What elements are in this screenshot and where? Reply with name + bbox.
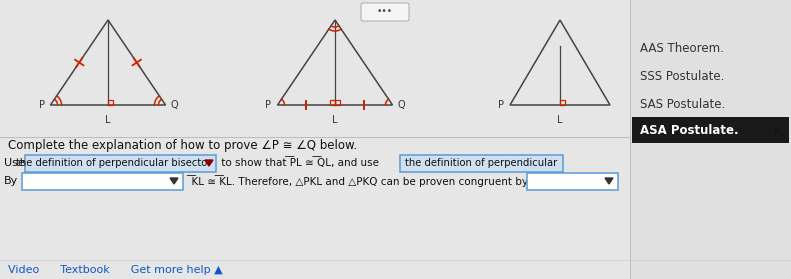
Text: the definition of perpendicular: the definition of perpendicular — [405, 158, 557, 168]
Text: L: L — [332, 115, 338, 125]
FancyBboxPatch shape — [25, 155, 215, 172]
Text: •••: ••• — [377, 8, 393, 16]
Text: the definition of perpendicular bisector: the definition of perpendicular bisector — [17, 158, 212, 168]
Text: P: P — [498, 100, 504, 110]
Text: K.: K. — [774, 127, 785, 137]
Polygon shape — [205, 160, 213, 166]
Text: ASA Postulate.: ASA Postulate. — [640, 124, 739, 138]
Polygon shape — [605, 178, 613, 184]
FancyBboxPatch shape — [361, 3, 409, 21]
Text: Q: Q — [171, 100, 178, 110]
Bar — [630, 0, 791, 279]
Text: By: By — [4, 176, 18, 186]
Text: AAS Theorem.: AAS Theorem. — [640, 42, 724, 54]
Text: L: L — [557, 115, 562, 125]
Text: SAS Postulate.: SAS Postulate. — [640, 97, 725, 110]
Bar — [632, 117, 789, 143]
FancyBboxPatch shape — [21, 172, 183, 189]
Text: P: P — [39, 100, 44, 110]
FancyBboxPatch shape — [399, 155, 562, 172]
Polygon shape — [170, 178, 178, 184]
Text: P: P — [266, 100, 271, 110]
Text: SSS Postulate.: SSS Postulate. — [640, 69, 725, 83]
Text: Complete the explanation of how to prove ∠P ≅ ∠Q below.: Complete the explanation of how to prove… — [8, 138, 358, 151]
Text: to show that ͞PL ≅ ͞QL, and use: to show that ͞PL ≅ ͞QL, and use — [218, 158, 382, 169]
Text: Q: Q — [398, 100, 405, 110]
Text: Video      Textbook      Get more help ▲: Video Textbook Get more help ▲ — [8, 265, 222, 275]
Text: L: L — [105, 115, 111, 125]
FancyBboxPatch shape — [527, 172, 618, 189]
Text: ͞KL ≅ ͞KL. Therefore, △PKL and △PKQ can be proven congruent by the: ͞KL ≅ ͞KL. Therefore, △PKL and △PKQ can … — [185, 175, 548, 187]
Text: Use: Use — [4, 158, 25, 168]
